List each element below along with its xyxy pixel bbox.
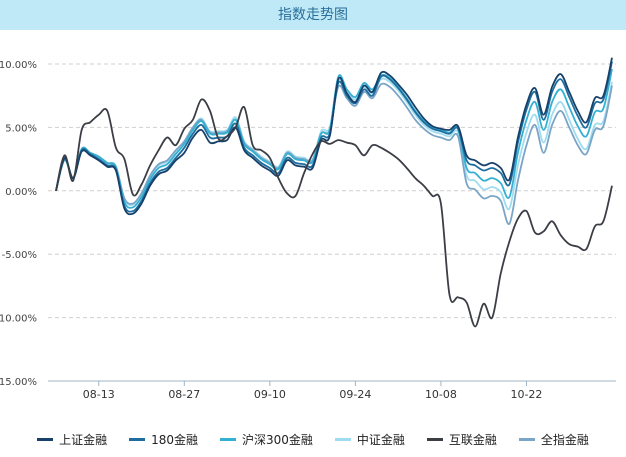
legend-label: 180金融 [151,432,198,447]
y-tick-label: 10.00% [0,60,37,71]
x-axis: 08-13 08-27 09-10 09-24 10-08 10-22 [48,380,616,401]
y-tick-label: 0.00% [5,187,37,198]
y-tick-label: 5.00% [5,123,37,134]
legend-swatch [219,437,236,441]
gridlines [48,63,616,319]
legend: 上证金融 180金融 沪深300金融 中证金融 互联金融 全指金融 [0,428,626,450]
x-tick-label: 09-10 [254,388,286,401]
y-axis: 10.00% 5.00% 0.00% -5.00% -10.00% -15.00% [0,60,37,388]
legend-label: 上证金融 [59,432,108,447]
x-tick-label: 08-13 [83,388,115,401]
x-tick-label: 09-24 [339,388,371,401]
legend-label: 互联金融 [448,432,497,447]
y-tick-label: -10.00% [0,314,37,325]
legend-item-1[interactable]: 180金融 [129,431,198,448]
x-tick-label: 10-22 [510,388,542,401]
chart-title: 指数走势图 [0,0,626,30]
legend-label: 全指金融 [540,432,589,447]
x-tick-label: 10-08 [425,388,457,401]
legend-item-2[interactable]: 沪深300金融 [219,431,313,448]
legend-label: 沪深300金融 [241,432,313,447]
series-line-4 [55,98,613,328]
legend-swatch [129,437,146,441]
legend-item-3[interactable]: 中证金融 [334,431,405,448]
legend-item-0[interactable]: 上证金融 [37,431,107,448]
legend-swatch [518,437,535,441]
legend-swatch [426,437,443,441]
index-trend-chart: 10.00% 5.00% 0.00% -5.00% -10.00% -15.00% 08-… [0,57,616,401]
legend-swatch [334,437,351,441]
legend-label: 中证金融 [356,432,405,447]
legend-swatch [37,437,54,441]
y-tick-label: -5.00% [2,250,37,261]
legend-item-4[interactable]: 互联金融 [426,431,497,448]
series-lines [55,57,613,328]
series-line-0 [55,57,613,216]
legend-item-5[interactable]: 全指金融 [518,431,589,448]
x-tick-label: 08-27 [168,388,200,401]
y-tick-label: -15.00% [0,377,37,388]
